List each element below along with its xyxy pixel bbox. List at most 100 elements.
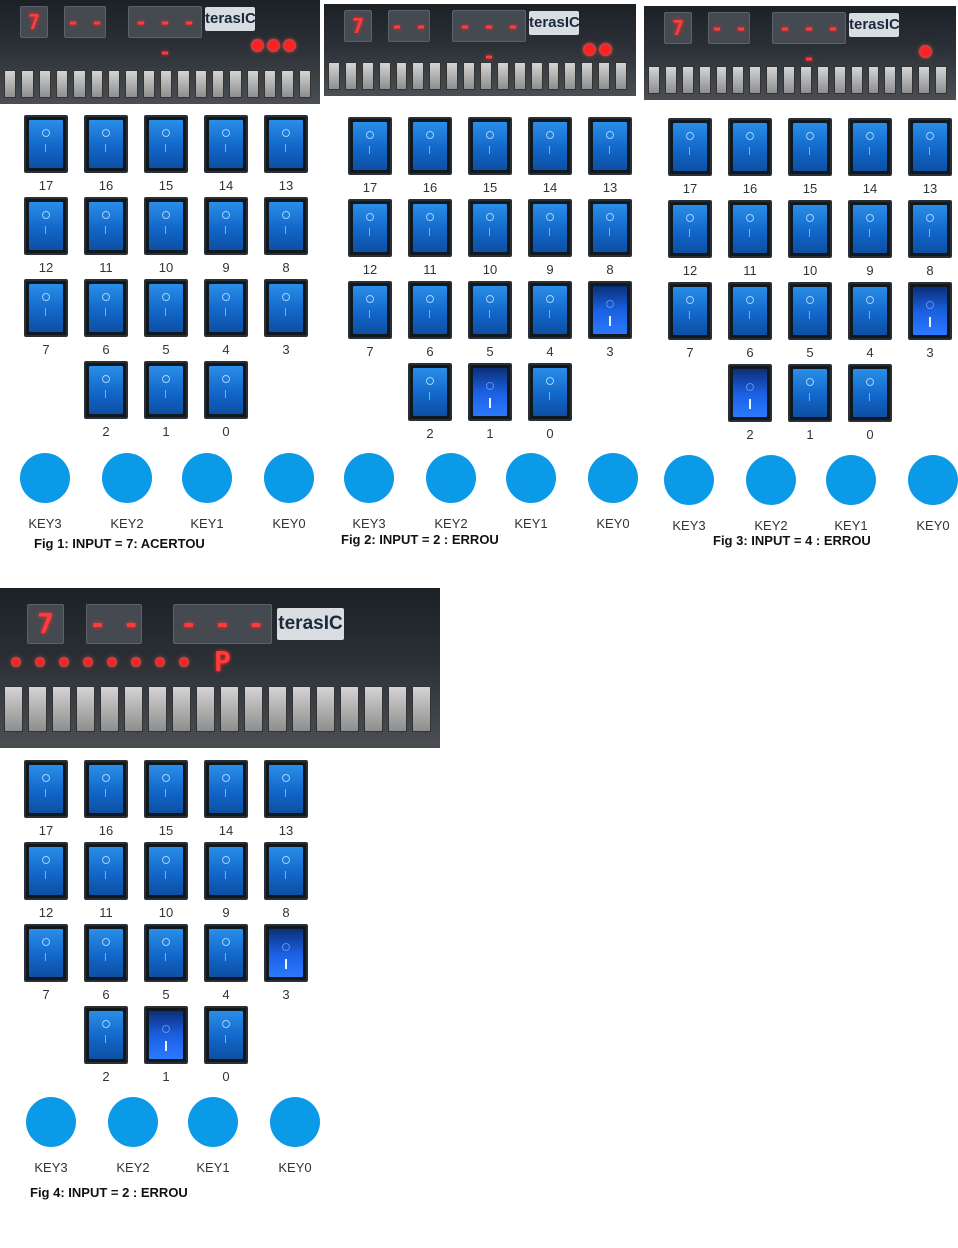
switch-sw7[interactable] — [348, 281, 392, 339]
push-key-key2[interactable] — [426, 453, 476, 503]
switch-sw6[interactable] — [728, 282, 772, 340]
switch-label: 16 — [98, 178, 114, 193]
switch-sw2[interactable] — [84, 361, 128, 419]
switch-face — [29, 765, 63, 813]
switch-sw13[interactable] — [264, 115, 308, 173]
switch-sw9[interactable] — [204, 197, 248, 255]
push-key-key0[interactable] — [588, 453, 638, 503]
switch-sw4[interactable] — [204, 279, 248, 337]
switch-sw14[interactable] — [204, 115, 248, 173]
switch-sw17[interactable] — [24, 760, 68, 818]
push-key-key2[interactable] — [102, 453, 152, 503]
push-key-key3[interactable] — [344, 453, 394, 503]
switch-sw11[interactable] — [728, 200, 772, 258]
switch-sw8[interactable] — [264, 842, 308, 900]
switch-sw8[interactable] — [908, 200, 952, 258]
switch-sw15[interactable] — [468, 117, 512, 175]
switch-sw6[interactable] — [408, 281, 452, 339]
switch-face — [473, 368, 507, 416]
switch-sw16[interactable] — [84, 115, 128, 173]
switch-sw3[interactable] — [908, 282, 952, 340]
switch-sw13[interactable] — [908, 118, 952, 176]
hardware-slide-switch — [867, 66, 880, 94]
switch-face — [353, 204, 387, 252]
switch-sw7[interactable] — [24, 279, 68, 337]
push-key-key0[interactable] — [264, 453, 314, 503]
switch-sw5[interactable] — [468, 281, 512, 339]
push-key-key2[interactable] — [108, 1097, 158, 1147]
switch-sw11[interactable] — [408, 199, 452, 257]
switch-sw9[interactable] — [528, 199, 572, 257]
switch-sw6[interactable] — [84, 279, 128, 337]
switch-sw14[interactable] — [848, 118, 892, 176]
switch-sw7[interactable] — [24, 924, 68, 982]
switch-sw14[interactable] — [204, 760, 248, 818]
switch-sw4[interactable] — [204, 924, 248, 982]
hardware-switch-strip — [0, 70, 320, 100]
red-led — [180, 658, 188, 666]
push-key-key1[interactable] — [826, 455, 876, 505]
switch-sw12[interactable] — [24, 842, 68, 900]
switch-sw6[interactable] — [84, 924, 128, 982]
push-key-key1[interactable] — [188, 1097, 238, 1147]
switch-sw15[interactable] — [144, 115, 188, 173]
push-key-key3[interactable] — [20, 453, 70, 503]
switch-sw10[interactable] — [468, 199, 512, 257]
push-key-key3[interactable] — [26, 1097, 76, 1147]
switch-sw17[interactable] — [24, 115, 68, 173]
push-key-key0[interactable] — [270, 1097, 320, 1147]
key-label: KEY3 — [352, 516, 386, 531]
switch-sw9[interactable] — [204, 842, 248, 900]
switch-sw10[interactable] — [144, 842, 188, 900]
switch-sw11[interactable] — [84, 842, 128, 900]
switch-sw3[interactable] — [264, 279, 308, 337]
switch-label: 3 — [282, 987, 290, 1002]
push-key-key0[interactable] — [908, 455, 958, 505]
switch-sw2[interactable] — [408, 363, 452, 421]
switch-sw12[interactable] — [24, 197, 68, 255]
switch-sw3[interactable] — [588, 281, 632, 339]
switch-sw10[interactable] — [144, 197, 188, 255]
push-key-key1[interactable] — [182, 453, 232, 503]
switch-sw15[interactable] — [144, 760, 188, 818]
switch-sw1[interactable] — [788, 364, 832, 422]
switch-sw13[interactable] — [264, 760, 308, 818]
switch-sw17[interactable] — [348, 117, 392, 175]
terasic-logo: terasIC — [849, 13, 900, 37]
switch-sw2[interactable] — [84, 1006, 128, 1064]
switch-sw14[interactable] — [528, 117, 572, 175]
switch-sw9[interactable] — [848, 200, 892, 258]
switch-sw5[interactable] — [788, 282, 832, 340]
switch-sw0[interactable] — [528, 363, 572, 421]
switch-sw7[interactable] — [668, 282, 712, 340]
switch-sw1[interactable] — [468, 363, 512, 421]
switch-sw0[interactable] — [848, 364, 892, 422]
switch-sw4[interactable] — [848, 282, 892, 340]
switch-sw16[interactable] — [728, 118, 772, 176]
switch-sw3[interactable] — [264, 924, 308, 982]
switch-sw8[interactable] — [588, 199, 632, 257]
switch-sw1[interactable] — [144, 1006, 188, 1064]
switch-sw0[interactable] — [204, 1006, 248, 1064]
switch-sw0[interactable] — [204, 361, 248, 419]
switch-sw10[interactable] — [788, 200, 832, 258]
switch-sw5[interactable] — [144, 279, 188, 337]
switch-sw17[interactable] — [668, 118, 712, 176]
switch-sw16[interactable] — [408, 117, 452, 175]
switch-sw2[interactable] — [728, 364, 772, 422]
switch-sw5[interactable] — [144, 924, 188, 982]
switch-sw15[interactable] — [788, 118, 832, 176]
switch-label: 10 — [802, 263, 818, 278]
switch-sw16[interactable] — [84, 760, 128, 818]
switch-sw8[interactable] — [264, 197, 308, 255]
switch-sw1[interactable] — [144, 361, 188, 419]
push-key-key2[interactable] — [746, 455, 796, 505]
push-key-key3[interactable] — [664, 455, 714, 505]
switch-sw12[interactable] — [348, 199, 392, 257]
switch-sw11[interactable] — [84, 197, 128, 255]
switch-sw12[interactable] — [668, 200, 712, 258]
switch-sw4[interactable] — [528, 281, 572, 339]
switch-face — [29, 929, 63, 977]
push-key-key1[interactable] — [506, 453, 556, 503]
switch-sw13[interactable] — [588, 117, 632, 175]
